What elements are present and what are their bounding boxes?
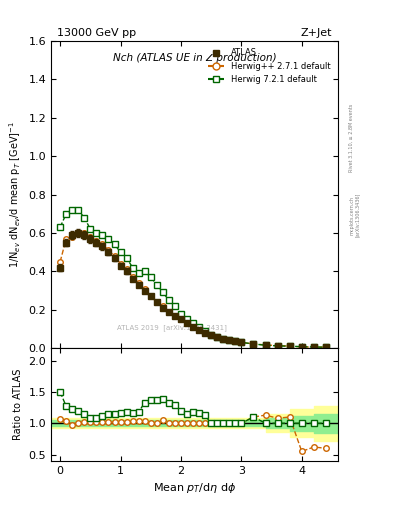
Text: 13000 GeV pp: 13000 GeV pp xyxy=(57,28,136,38)
Text: Rivet 3.1.10, ≥ 2.8M events: Rivet 3.1.10, ≥ 2.8M events xyxy=(349,104,354,173)
Text: ATLAS 2019  [arXiv:1306.3431]: ATLAS 2019 [arXiv:1306.3431] xyxy=(117,325,226,331)
X-axis label: Mean $p_T$/d$\eta$ d$\phi$: Mean $p_T$/d$\eta$ d$\phi$ xyxy=(153,481,236,495)
Text: Z+Jet: Z+Jet xyxy=(301,28,332,38)
Y-axis label: 1/N$_{ev}$ dN$_{ev}$/d mean p$_T$ [GeV]$^{-1}$: 1/N$_{ev}$ dN$_{ev}$/d mean p$_T$ [GeV]$… xyxy=(7,121,23,268)
Y-axis label: Ratio to ATLAS: Ratio to ATLAS xyxy=(13,369,23,440)
Text: mcplots.cern.ch: mcplots.cern.ch xyxy=(349,196,354,234)
Text: [arXiv:1306.3436]: [arXiv:1306.3436] xyxy=(355,193,360,237)
Legend: ATLAS, Herwig++ 2.7.1 default, Herwig 7.2.1 default: ATLAS, Herwig++ 2.7.1 default, Herwig 7.… xyxy=(204,45,334,87)
Text: Nch (ATLAS UE in Z production): Nch (ATLAS UE in Z production) xyxy=(113,53,276,63)
